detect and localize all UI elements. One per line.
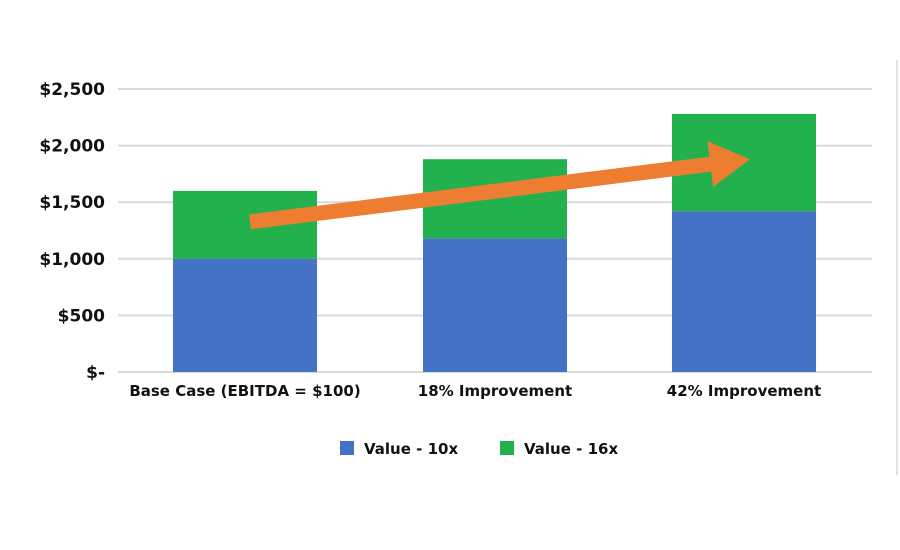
bars xyxy=(173,113,816,372)
legend-swatch xyxy=(340,441,354,455)
legend: Value - 10x Value - 16x xyxy=(340,440,618,458)
trend-arrow-shape xyxy=(249,141,750,230)
bar-segment xyxy=(173,258,317,372)
right-divider xyxy=(896,60,898,475)
legend-label: Value - 10x xyxy=(364,440,458,458)
y-tick-label: $1,000 xyxy=(39,250,105,270)
bar-segment xyxy=(173,190,317,259)
x-category-label: Base Case (EBITDA = $100) xyxy=(129,382,360,400)
trend-arrow xyxy=(249,141,750,230)
y-tick-label: $- xyxy=(86,363,105,383)
bar-segment xyxy=(672,211,816,372)
y-tick-label: $2,500 xyxy=(39,80,105,100)
x-axis-categories: Base Case (EBITDA = $100) 18% Improvement… xyxy=(129,382,821,400)
bar-segment xyxy=(423,238,567,372)
y-tick-label: $2,000 xyxy=(39,137,105,157)
x-category-label: 42% Improvement xyxy=(667,382,821,400)
y-tick-label: $500 xyxy=(58,306,105,326)
legend-swatch xyxy=(500,441,514,455)
y-tick-label: $1,500 xyxy=(39,193,105,213)
y-axis-ticks: $- $500 $1,000 $1,500 $2,000 $2,500 xyxy=(39,80,105,383)
x-category-label: 18% Improvement xyxy=(418,382,572,400)
legend-label: Value - 16x xyxy=(524,440,618,458)
